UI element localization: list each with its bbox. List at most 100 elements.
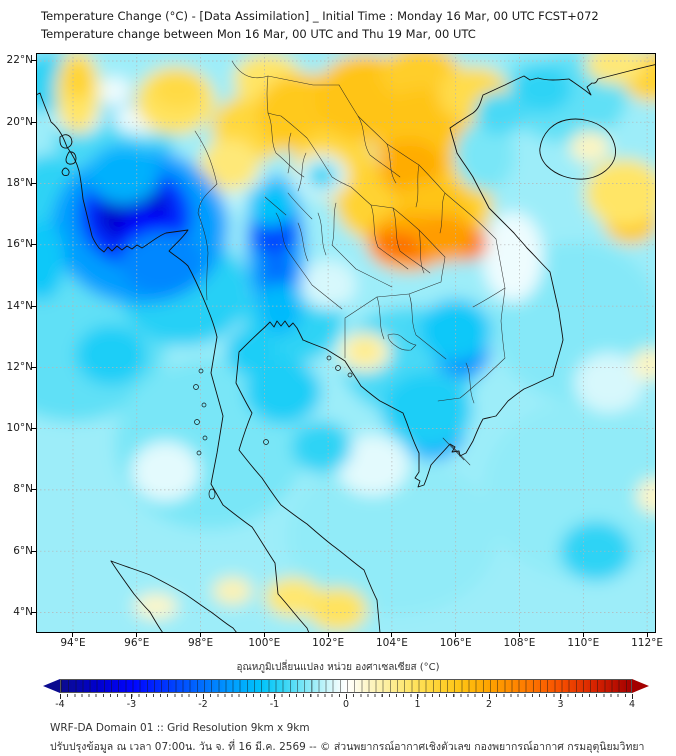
lat-tick-label: 4°N (13, 605, 33, 618)
island-small-nw (61, 167, 70, 177)
lat-tick-label: 20°N (6, 115, 33, 128)
coastline-layer (36, 60, 656, 633)
map-plot-area (36, 53, 656, 633)
field-blob (62, 59, 93, 100)
field-blob (632, 348, 656, 381)
lat-tick-label: 8°N (13, 483, 33, 496)
field-blob (307, 587, 368, 632)
field-blob (120, 231, 205, 296)
field-blob (131, 441, 200, 502)
field-blob (483, 212, 544, 303)
lon-tick-label: 96°E (124, 637, 150, 649)
colorbar-title: อุณหภูมิเปลี่ยนแปลง หน่วย องศาเซลเซียส (… (236, 662, 440, 673)
chart-title: Temperature Change (°C) - [Data Assimila… (41, 9, 599, 23)
lat-tick-mark (31, 611, 36, 613)
field-blob (291, 421, 352, 473)
small-islands-group (193, 355, 353, 500)
borders-thailand-provinces (264, 112, 431, 310)
field-blob (133, 593, 178, 620)
field-blob (636, 478, 656, 514)
field-blob (212, 577, 253, 605)
lon-tick-mark (263, 633, 265, 637)
colorbar-tick-mark (488, 694, 490, 699)
temperature-field-layer (36, 53, 656, 633)
lat-tick-label: 22°N (6, 54, 33, 67)
border-china-north (231, 60, 340, 114)
lat-tick-label: 10°N (6, 422, 33, 435)
borders-layer (194, 60, 506, 466)
lon-tick-mark (455, 633, 457, 637)
lon-tick-mark (136, 633, 138, 637)
field-blob (152, 68, 205, 109)
temperature-change-map (36, 53, 656, 633)
coastline-sumatra-north (110, 560, 238, 633)
colorbar-tick-label: 0 (342, 699, 350, 710)
field-blob (260, 250, 295, 295)
colorbar-left-arrow (43, 679, 60, 693)
coastline-hainan-island (539, 118, 617, 180)
lat-tick-mark (31, 428, 36, 430)
border-myanmar-thailand (194, 130, 218, 301)
lon-tick-label: 100°E (248, 637, 281, 649)
field-blob (569, 130, 610, 163)
lat-tick-mark (31, 489, 36, 491)
field-blob (574, 352, 643, 413)
field-blob (199, 139, 260, 192)
lat-tick-label: 12°N (6, 360, 33, 373)
lon-tick-label: 106°E (439, 637, 472, 649)
colorbar-tick-mark (274, 694, 275, 699)
chart-subtitle: Temperature change between Mon 16 Mar, 0… (41, 27, 476, 41)
lon-tick-mark (582, 633, 584, 637)
colorbar-segment-lines (61, 680, 631, 692)
island-cheduba (65, 151, 77, 165)
lon-tick-label: 98°E (187, 637, 214, 649)
field-blob (511, 64, 572, 113)
lon-tick-label: 104°E (375, 637, 408, 649)
field-blob (246, 183, 295, 227)
lat-tick-mark (31, 121, 36, 123)
lat-tick-mark (31, 550, 36, 552)
lat-tick-label: 18°N (6, 177, 33, 190)
field-blob (265, 577, 322, 618)
colorbar-tick-mark (417, 694, 418, 699)
lon-tick-mark (72, 633, 74, 637)
coastline-bangkok-bight (264, 320, 304, 341)
border-thailand-laos-mekong (267, 112, 446, 359)
lat-tick-label: 14°N (6, 299, 33, 312)
lat-tick-mark (31, 60, 36, 62)
lon-tick-mark (518, 633, 520, 637)
plot-border (36, 53, 656, 633)
colorbar-gradient (60, 679, 632, 693)
colorbar-tick-mark (131, 694, 132, 699)
colorbar-tick-mark (59, 694, 61, 699)
tonle-sap-lake (387, 333, 417, 351)
colorbar-tick-mark (631, 694, 633, 699)
field-blob (350, 339, 379, 362)
lon-tick-mark (200, 633, 202, 637)
update-info-text: ปรับปรุงข้อมูล ณ เวลา 07:00น. วัน จ. ที่… (50, 741, 645, 753)
coastline-gulf-west (235, 326, 381, 633)
coastline-cambodia-vietnam (302, 63, 656, 488)
lon-tick-label: 102°E (312, 637, 345, 649)
colorbar-right-arrow (632, 679, 649, 693)
coastline-sumatra-west (110, 560, 164, 633)
field-blob (419, 298, 492, 363)
island-ramree (59, 134, 73, 149)
field-blob (245, 359, 322, 424)
colorbar-tick-label: -4 (55, 699, 65, 710)
colorbar-tick-label: -2 (198, 699, 208, 710)
field-blob (584, 158, 656, 227)
field-blob (454, 120, 515, 191)
lon-tick-mark (391, 633, 393, 637)
lon-tick-label: 112°E (631, 637, 664, 649)
model-info-text: WRF-DA Domain 01 :: Grid Resolution 9km … (50, 722, 310, 734)
field-blob (300, 260, 357, 309)
field-blob (306, 162, 337, 189)
lat-tick-mark (31, 366, 36, 368)
field-blob (97, 76, 132, 107)
field-blob (286, 455, 497, 616)
coastline-myanmar-west (36, 92, 310, 633)
colorbar-tick-label: 1 (414, 699, 421, 710)
lat-tick-mark (31, 183, 36, 185)
colorbar-tick-mark (560, 694, 561, 699)
